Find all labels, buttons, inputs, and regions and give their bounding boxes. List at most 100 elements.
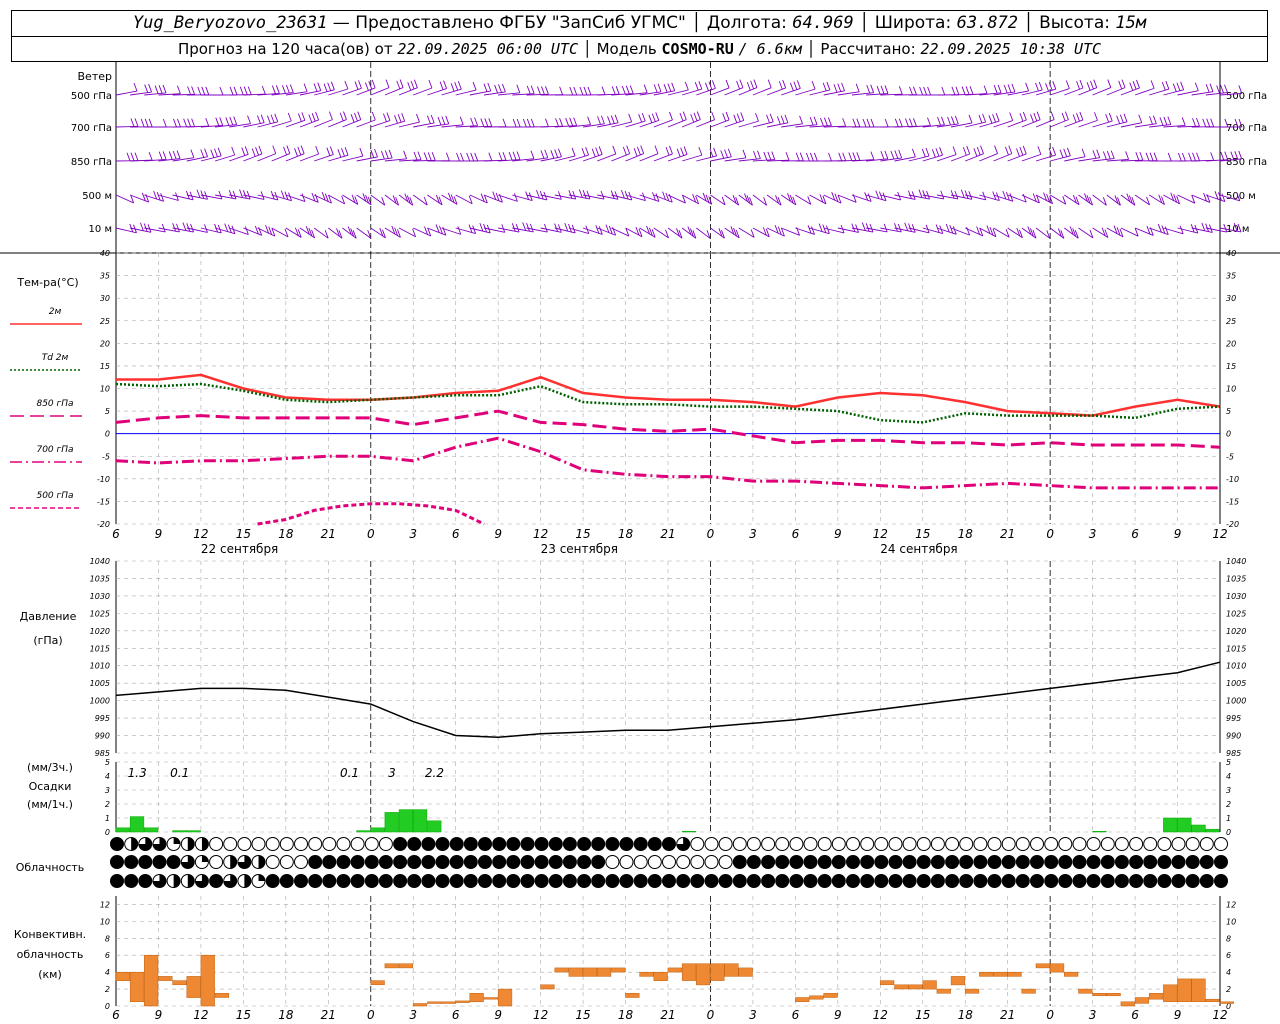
wind-barb-flag: [218, 190, 223, 200]
wind-barb-flag: [894, 118, 899, 127]
cloud-symbol: [987, 837, 1002, 851]
wind-barb: [809, 89, 830, 96]
model-name: COSMO-RU: [661, 40, 734, 58]
wind-barb-flag: [204, 191, 208, 200]
wind-barb: [483, 91, 506, 96]
pressure-unit: (гПа): [33, 634, 62, 647]
cloud-symbol: [548, 837, 563, 851]
conv-y-tick-right: 12: [1226, 900, 1236, 909]
wind-barb-flag: [1161, 81, 1166, 91]
wind-barb: [243, 227, 262, 236]
wind-barb-flag: [1165, 80, 1170, 90]
wind-barb-flag: [254, 225, 259, 235]
wind-barb: [526, 157, 548, 162]
wind-barb-flag: [1202, 118, 1207, 127]
wind-barb: [299, 227, 315, 239]
cloud-symbol: [421, 837, 436, 851]
wind-barb-flag: [1157, 224, 1162, 233]
wind-barb-flag: [950, 116, 955, 125]
wind-barb-flag: [694, 82, 699, 91]
temp-series-line: [115, 436, 1220, 490]
wind-barb: [144, 158, 167, 162]
cloud-symbol: [1171, 874, 1186, 888]
wind-barb-flag: [750, 80, 755, 90]
wind-barb: [1007, 153, 1027, 162]
wind-barb: [922, 154, 943, 162]
cloud-symbol: [506, 837, 521, 851]
wind-barb: [880, 227, 902, 233]
cloud-symbol: [520, 874, 535, 888]
wind-barb-flag: [271, 85, 276, 94]
wind-barb-flag: [1172, 83, 1177, 92]
wind-barb-flag: [200, 149, 205, 158]
hour-label: 18: [618, 527, 634, 541]
wind-barb-flag: [351, 194, 356, 203]
wind-barb-flag: [749, 197, 753, 206]
wind-barb: [823, 90, 845, 96]
wind-barb: [399, 159, 421, 162]
wind-barb-flag: [780, 115, 785, 124]
wind-barb-flag: [374, 148, 378, 158]
cloud-symbol: [1058, 874, 1073, 888]
wind-barb-flag: [1145, 152, 1150, 161]
cloud-symbol: [364, 855, 379, 869]
pressure-y-tick-right: 1035: [1226, 574, 1246, 583]
cloud-symbol: [860, 855, 875, 869]
wind-barb: [342, 119, 361, 128]
wind-barb-flag: [569, 86, 574, 96]
wind-barb: [823, 125, 846, 128]
wind-level-label-right: 500 м: [1226, 191, 1256, 202]
wind-barb: [639, 120, 659, 128]
wind-barb: [738, 227, 755, 238]
wind-barb-flag: [427, 152, 432, 161]
conv-y-tick-right: 4: [1226, 968, 1231, 977]
wind-barb-flag: [1180, 81, 1185, 90]
wind-barb-flag: [927, 117, 931, 126]
temp-y-tick-right: -15: [1226, 497, 1239, 506]
wind-barb: [1163, 124, 1186, 128]
wind-barb-flag: [354, 196, 359, 205]
convective-bar: [384, 963, 399, 969]
wind-barb-flag: [515, 223, 520, 233]
wind-barb: [936, 154, 957, 162]
hour-label-bottom: 0: [707, 1008, 715, 1022]
cloud-symbol: [959, 837, 974, 851]
wind-barb-flag: [667, 83, 672, 92]
wind-barb-flag: [651, 229, 656, 238]
wind-barb-flag: [255, 147, 259, 156]
cloud-symbol: [1199, 837, 1214, 851]
cloud-symbol: [718, 874, 733, 888]
wind-barb-flag: [438, 196, 443, 205]
wind-barb-flag: [460, 152, 464, 162]
wind-barb-flag: [196, 189, 201, 198]
hour-label-bottom: 15: [915, 1008, 930, 1022]
wind-barb: [724, 227, 740, 239]
wind-barb: [1177, 90, 1199, 96]
temp-y-tick-left: 10: [100, 385, 110, 394]
wind-barb-flag: [1050, 111, 1055, 120]
convective-bar: [1148, 993, 1164, 1000]
wind-barb: [115, 194, 134, 204]
wind-barb: [229, 227, 249, 235]
wind-barb: [172, 227, 194, 233]
cloud-symbol: [846, 837, 860, 851]
wind-barb-flag: [994, 145, 998, 154]
precip-y-tick-right: 1: [1226, 814, 1231, 823]
wind-barb-flag: [1005, 229, 1010, 238]
wind-barb-flag: [725, 79, 730, 89]
wind-barb-flag: [626, 145, 631, 154]
wind-barb-flag: [513, 193, 518, 202]
conv-y-tick-left: 6: [105, 951, 110, 960]
wind-barb: [795, 194, 812, 205]
cloud-symbol: [1214, 837, 1228, 851]
wind-barb-flag: [544, 149, 549, 158]
wind-barb: [1007, 227, 1023, 239]
wind-barb-flag: [347, 226, 352, 235]
wind-barb-flag: [512, 118, 517, 128]
hour-label: 12: [1212, 527, 1227, 541]
wind-barb-flag: [410, 80, 415, 90]
wind-barb: [724, 120, 744, 128]
wind-barb-flag: [1132, 81, 1137, 90]
wind-barb-flag: [516, 151, 521, 160]
cloud-symbol: [775, 837, 790, 851]
